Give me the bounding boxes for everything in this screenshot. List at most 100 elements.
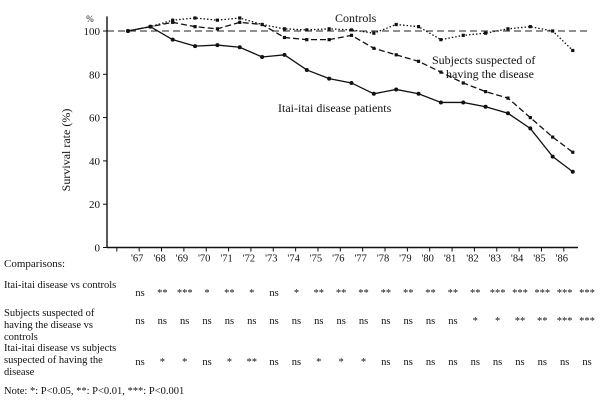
comparison-cell: **	[246, 357, 258, 368]
data-point	[528, 116, 532, 120]
comparison-cell: ns	[425, 316, 436, 327]
comparison-cell: ns	[202, 357, 212, 368]
comparison-cell: ns	[157, 316, 168, 327]
data-point	[170, 37, 175, 42]
comparison-cell: ns	[381, 357, 391, 368]
data-point	[570, 169, 575, 174]
data-point	[484, 31, 488, 35]
comparison-cell: ns	[135, 316, 145, 327]
comparison-cell: ns	[291, 316, 302, 327]
series-line-0	[127, 17, 574, 51]
data-point	[506, 27, 510, 31]
axes: 0 20 40 60 80 100 '67 '68 '69 '70 '71 '72 '73 '74 '75 '…	[84, 16, 578, 265]
data-point	[439, 70, 443, 74]
comparison-cell: *	[249, 288, 255, 299]
comparison-cell: **	[313, 288, 325, 299]
data-point	[282, 35, 287, 40]
series-line-1	[127, 21, 574, 153]
comparison-cell: ***	[176, 288, 193, 299]
comparison-cell: **	[470, 288, 481, 299]
comparison-cell: ns	[269, 357, 279, 368]
x-tick-label: '72	[243, 254, 255, 265]
x-tick-label: '84	[511, 254, 524, 265]
comparison-cell: ns	[358, 316, 369, 327]
data-point	[394, 87, 399, 92]
comparison-cell: *	[472, 316, 478, 327]
data-point	[372, 46, 376, 50]
significance-note: Note: *: P<0.05, **: P<0.01, ***: P<0.00…	[4, 386, 185, 397]
comparison-cell: ns	[425, 357, 436, 368]
x-tick-label: '80	[422, 254, 434, 265]
data-point	[571, 48, 575, 53]
comparison-row-label: Itai-itai disease vs subjects suspected …	[4, 343, 117, 378]
data-point	[461, 33, 465, 37]
comparison-cell: ns	[247, 316, 257, 327]
comparison-cell: **	[402, 288, 414, 299]
y-tick-label: 60	[89, 113, 101, 125]
x-tick-label: '82	[466, 254, 478, 265]
data-point	[327, 76, 332, 81]
comparison-cell: ns	[492, 357, 503, 368]
comparisons-title: Comparisons:	[4, 258, 66, 270]
comparison-cell: **	[380, 288, 392, 299]
comparison-cell: ns	[269, 288, 279, 299]
series-label-layer: Controls Subjects suspected of having th…	[278, 11, 535, 115]
data-point	[506, 96, 510, 100]
data-point	[461, 100, 466, 105]
comparison-cell: ns	[582, 357, 592, 368]
y-axis-label: Survival rate (%)	[59, 109, 73, 192]
comparison-cell: ns	[202, 316, 212, 327]
x-tick-label: '81	[444, 254, 456, 265]
comparison-cell: **	[425, 288, 436, 299]
data-point	[215, 18, 219, 22]
comparison-cell: *	[494, 316, 501, 327]
data-point	[193, 44, 198, 49]
data-point	[505, 111, 510, 116]
x-tick-label: '70	[198, 254, 210, 265]
comparison-cell: *	[293, 288, 300, 299]
data-point	[327, 38, 331, 42]
x-tick-label: '71	[220, 254, 232, 265]
data-point	[282, 52, 287, 57]
x-tick-label: '76	[332, 254, 344, 265]
comparison-cell: ns	[403, 316, 413, 327]
comparison-cell: ns	[314, 316, 324, 327]
comparison-cell: ns	[448, 357, 458, 368]
data-point	[193, 16, 197, 20]
series-label-suspected-line2: having the disease	[446, 67, 534, 81]
data-point	[372, 31, 376, 35]
x-tick-label: '86	[556, 254, 568, 265]
comparison-cell: ***	[579, 288, 595, 299]
y-tick-label: 40	[89, 156, 101, 168]
series-line-2	[127, 25, 574, 173]
data-point	[349, 33, 354, 37]
comparison-cell: ns	[269, 316, 279, 327]
data-point	[416, 91, 421, 96]
data-point	[305, 38, 309, 42]
comparison-cell: ***	[534, 288, 551, 299]
data-point	[349, 28, 354, 32]
comparison-cell: *	[226, 357, 233, 368]
data-point	[416, 59, 421, 63]
data-point	[237, 45, 242, 50]
data-point	[528, 126, 533, 131]
comparison-cell: ns	[515, 357, 525, 368]
comparison-cell: ns	[470, 357, 480, 368]
x-tick-label: '69	[176, 254, 188, 265]
y-axis-unit-mark: %	[86, 14, 94, 24]
data-point	[394, 53, 398, 57]
data-point	[238, 20, 242, 24]
comparison-cell: ns	[336, 316, 346, 327]
x-tick-label: '73	[265, 254, 277, 265]
y-tick-label: 100	[84, 26, 101, 38]
data-point	[148, 24, 153, 29]
x-tick-label: '67	[131, 254, 143, 265]
data-point	[282, 27, 287, 31]
y-tick-label: 80	[89, 69, 101, 81]
comparison-cell: ns	[224, 316, 235, 327]
comparison-cell: ns	[537, 357, 547, 368]
comparison-cell: ***	[579, 316, 595, 327]
data-point	[304, 67, 309, 72]
data-point	[483, 104, 488, 109]
x-tick-label: '77	[354, 254, 366, 265]
